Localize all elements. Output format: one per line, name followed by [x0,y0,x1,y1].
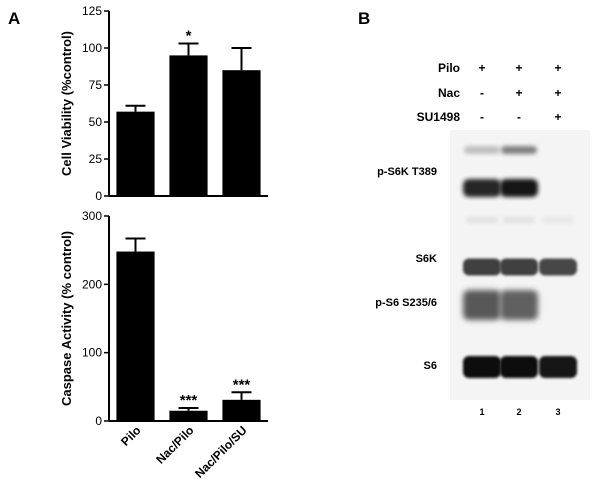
y-axis-label: Caspase Activity (% control) [59,231,74,406]
treatment-sign: + [515,61,522,75]
y-tick-label: 200 [82,277,102,291]
significance-marker: *** [180,392,198,409]
treatment-sign: + [478,61,485,75]
bar-pilo [116,111,155,196]
treatment-sign: + [515,86,522,100]
panel-b-label: B [358,9,370,28]
significance-marker: *** [233,376,251,393]
treatment-sign: + [554,110,561,124]
cell-viability-chart: 0 25 50 75 100 125 Cell Viability (%control) * [59,4,268,203]
category-label: Nac/Pilo [153,423,196,466]
treatment-label: Pilo [438,61,460,75]
blot-band [463,356,501,378]
treatment-label: SU1498 [417,110,461,124]
treatment-sign: - [517,110,521,124]
y-tick-label: 100 [82,41,102,55]
lane-number: 3 [555,407,560,417]
y-tick-label: 300 [82,209,102,223]
treatment-sign: - [480,110,484,124]
treatment-table: Pilo + + + Nac - + + SU1498 - - + [417,61,562,124]
treatment-label: Nac [438,86,460,100]
blot-band [463,258,501,276]
blot-band [500,258,538,276]
y-tick-label: 0 [95,414,102,428]
y-axis-label: Cell Viability (%control) [59,31,74,176]
western-blot: Pilo + + +Nac - + +SU1498- - + p-S6K T389S6Kp-S6… [375,61,590,417]
blot-band-faint [501,146,537,154]
blot-band [500,179,538,197]
blot-smudge [466,217,498,223]
blot-smudge [542,217,574,223]
blot-bands: p-S6K T389 S6K p-S6 S235/6 S6 [375,130,590,400]
y-tick-label: 75 [89,78,103,92]
blot-band [500,290,538,320]
treatment-sign: - [480,86,484,100]
blot-band [463,179,501,197]
bar-nac-pilo [169,410,208,421]
blot-row-label: S6 [424,360,437,372]
y-tick-label: 100 [82,346,102,360]
blot-row-label: S6K [416,253,437,265]
blot-band [500,356,538,378]
blot-band [463,290,501,320]
blot-band-faint [464,146,500,154]
bar-nac-pilo-su [222,70,261,196]
treatment-sign: + [554,61,561,75]
significance-marker: * [186,28,192,45]
panel-a-label: A [8,9,20,28]
blot-band [539,258,577,276]
category-label: Nac/Pilo/SU [192,423,250,481]
treatment-sign: + [554,86,561,100]
blot-band [539,356,577,378]
bar-pilo [116,251,155,421]
lane-number: 1 [479,407,484,417]
y-tick-label: 125 [82,4,102,18]
bar-nac-pilo [169,55,208,197]
blot-smudge [503,217,535,223]
y-tick-label: 50 [89,115,103,129]
lane-number: 2 [516,407,521,417]
lane-numbers: 1 2 3 [479,407,560,417]
y-tick-label: 25 [89,152,103,166]
blot-row-label: p-S6K T389 [377,166,437,178]
blot-row-label: p-S6 S235/6 [375,297,437,309]
category-label: Pilo [118,423,143,448]
bar-nac-pilo-su [222,399,261,421]
caspase-activity-chart: 0 100 200 300 Caspase Activity (% control) **… [59,209,268,428]
y-tick-label: 0 [95,189,102,203]
